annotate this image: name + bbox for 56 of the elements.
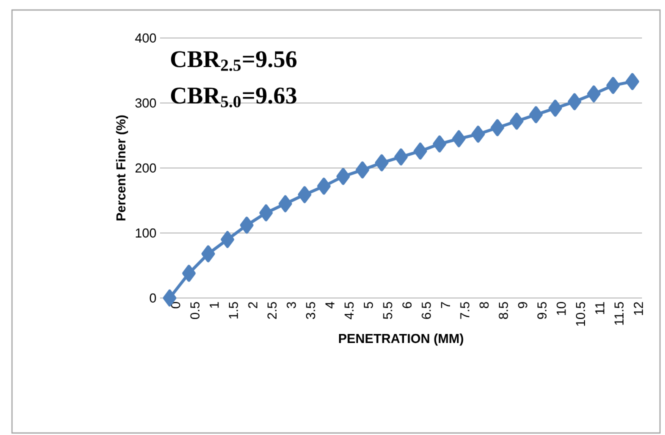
annotation: CBR$_{2.5}$=9.56 (171, 51, 297, 71)
point (317, 178, 331, 195)
point (606, 76, 620, 94)
x-tick-label: 11.5 (614, 302, 624, 325)
y-tick-label: 200 (136, 163, 156, 173)
x-tick-label: 9 (518, 302, 528, 308)
x-tick-label: 6.5 (422, 302, 431, 319)
x-axis-title: PENETRATION (MM) (339, 334, 464, 346)
x-tick-label: 4 (325, 302, 334, 308)
x-tick-label: 9.5 (537, 302, 547, 319)
point (490, 119, 504, 136)
x-tick-label: 1.5 (228, 302, 238, 319)
x-tick-label: 5 (364, 302, 373, 308)
x-tick-label: 1 (210, 302, 219, 308)
x-tick-label: 10.5 (576, 302, 586, 326)
x-tick-label: 4.5 (344, 302, 354, 320)
point (414, 142, 428, 160)
point (568, 93, 582, 110)
x-tick-label: 2 (248, 302, 258, 308)
y-tick-label: 400 (135, 33, 156, 43)
point (374, 154, 388, 172)
x-tick-label: 10 (556, 302, 566, 315)
point (278, 195, 292, 212)
x-tick-label: 2.5 (267, 302, 277, 319)
x-tick-label: 11 (595, 302, 604, 314)
point (510, 112, 524, 130)
x-tick-label: 12 (634, 302, 643, 315)
x-tick-label: 5.5 (383, 302, 392, 320)
point (201, 245, 215, 262)
point (529, 106, 543, 124)
point (182, 264, 196, 282)
point (452, 130, 466, 148)
x-tick-label: 7 (441, 302, 450, 308)
x-tick-label: 8.5 (498, 302, 508, 319)
point (356, 161, 370, 178)
point (240, 216, 254, 234)
y-tick-label: 300 (135, 98, 156, 108)
point (548, 100, 562, 117)
point (298, 186, 312, 204)
point (336, 168, 350, 185)
x-tick-label: 7.5 (460, 302, 470, 319)
x-tick-label: 0.5 (190, 302, 200, 320)
point (432, 135, 446, 152)
point (587, 85, 601, 102)
x-tick-label: 8 (480, 302, 489, 308)
y-tick-label: 100 (136, 228, 156, 238)
y-axis-title: Percent Finer (%) (116, 115, 128, 220)
point (471, 126, 485, 143)
annotation: CBR$_{5.0}$=9.63 (171, 88, 296, 108)
x-tick-label: 3.5 (306, 302, 316, 320)
point (259, 204, 273, 222)
point (626, 73, 640, 90)
x-tick-label: 6 (402, 302, 412, 308)
x-tick-label: 3 (286, 302, 296, 308)
point (394, 148, 408, 166)
point (220, 231, 234, 248)
